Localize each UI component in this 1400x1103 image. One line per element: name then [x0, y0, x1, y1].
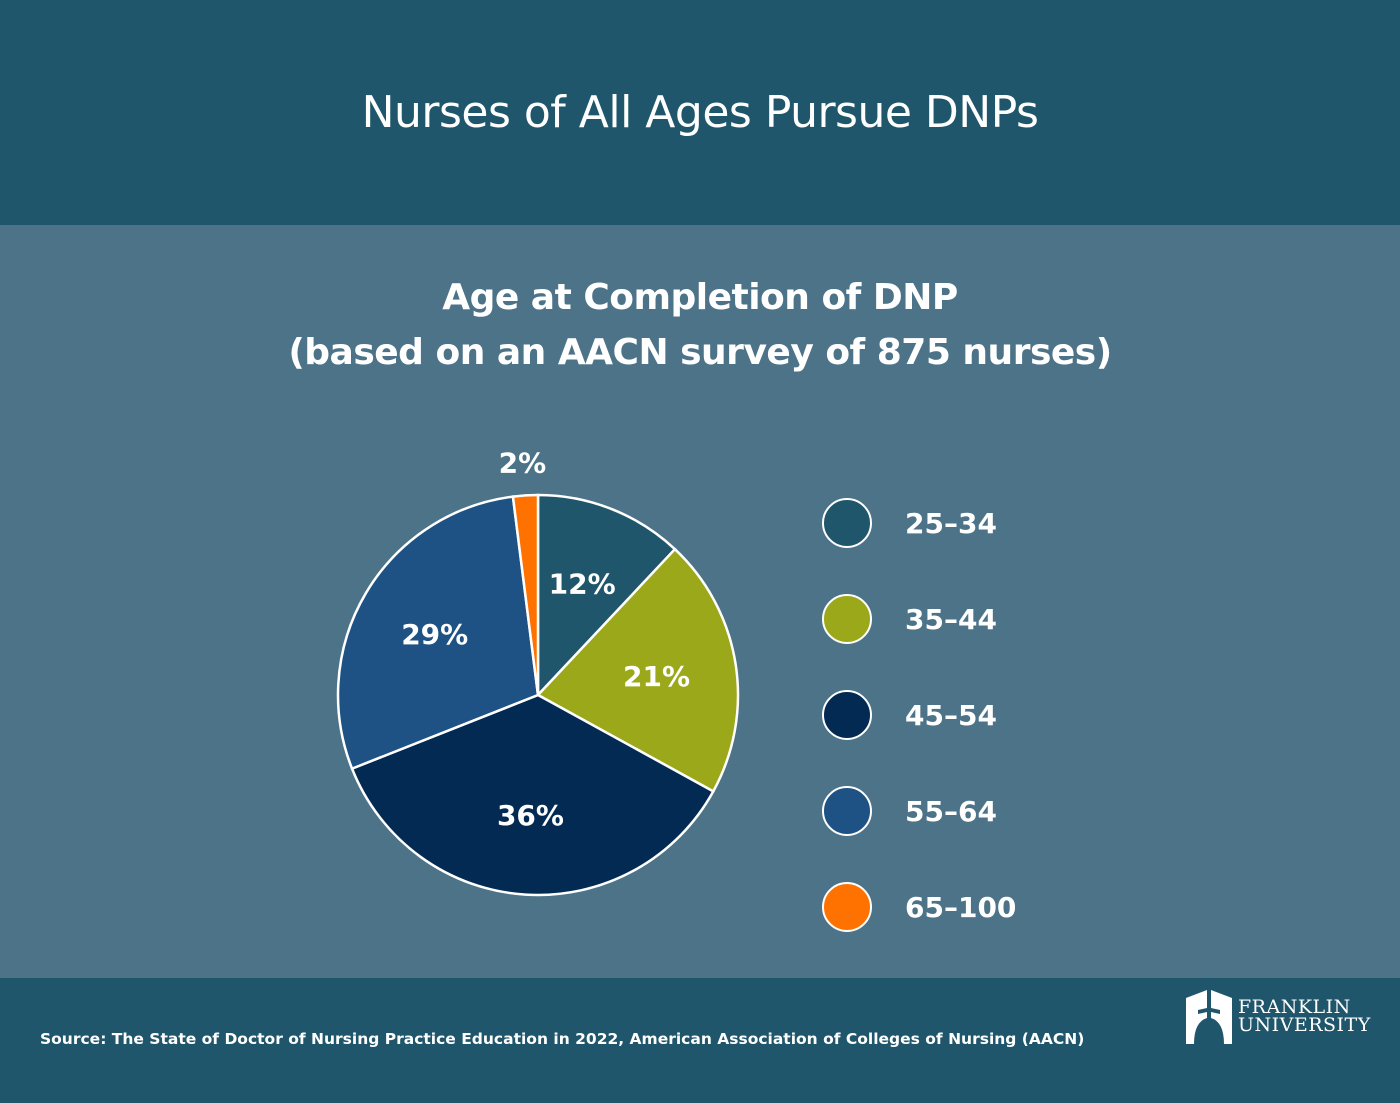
pie-slice-55–64: [336, 495, 540, 771]
logo-line-2: UNIVERSITY: [1238, 1014, 1371, 1036]
data-label: 29%: [401, 618, 468, 651]
pie-slice-25–34: [536, 493, 677, 699]
legend-label: 45–54: [905, 698, 997, 732]
franklin-arch-icon: [1186, 990, 1232, 1044]
legend-label: 25–34: [905, 506, 997, 540]
legend-label: 35–44: [905, 602, 997, 636]
legend-swatch: [822, 594, 872, 644]
source-text: Source: The State of Doctor of Nursing P…: [40, 1030, 1085, 1048]
legend-label: 65–100: [905, 890, 1017, 924]
legend-swatch: [822, 690, 872, 740]
page-title: Nurses of All Ages Pursue DNPs: [361, 87, 1039, 138]
legend-item: 45–54: [822, 667, 1016, 763]
legend: 25–34 35–44 45–54 55–64 65–100: [822, 475, 1016, 955]
chart-title-line: Age at Completion of DNP: [442, 277, 958, 318]
header: Nurses of All Ages Pursue DNPs: [0, 0, 1400, 225]
chart-subtitle: (based on an AACN survey of 875 nurses): [288, 332, 1112, 373]
footer: Source: The State of Doctor of Nursing P…: [0, 978, 1400, 1103]
legend-item: 25–34: [822, 475, 1016, 571]
pie-slice-65–100: [511, 493, 540, 696]
pie-slice-35–44: [535, 547, 740, 794]
legend-item: 55–64: [822, 763, 1016, 859]
data-label: 36%: [497, 799, 564, 832]
data-label: 12%: [549, 567, 616, 600]
pie-chart: 12% 21% 36% 29% 2%: [336, 446, 740, 897]
franklin-logo: FRANKLIN UNIVERSITY: [1186, 988, 1371, 1044]
logo-line-1: FRANKLIN: [1238, 996, 1351, 1018]
legend-label: 55–64: [905, 794, 997, 828]
data-label: 2%: [499, 446, 547, 479]
chart-title: Age at Completion of DNP (based on an AA…: [0, 270, 1400, 380]
legend-swatch: [822, 882, 872, 932]
legend-swatch: [822, 498, 872, 548]
legend-swatch: [822, 786, 872, 836]
legend-item: 65–100: [822, 859, 1016, 955]
pie-slice-45–54: [350, 693, 715, 897]
legend-item: 35–44: [822, 571, 1016, 667]
data-label: 21%: [623, 660, 690, 693]
chart-area: Age at Completion of DNP (based on an AA…: [0, 225, 1400, 978]
